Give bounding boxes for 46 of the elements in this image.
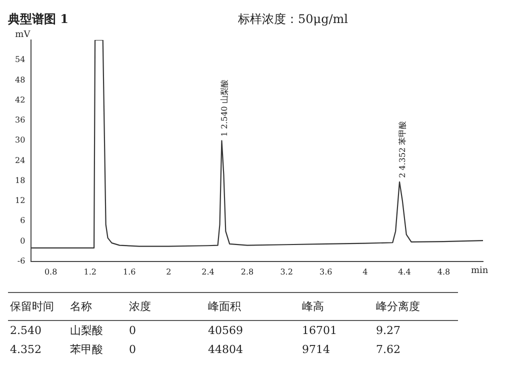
text: 名称 bbox=[69, 299, 93, 315]
x-tick-label: 0.8 bbox=[44, 267, 58, 276]
text: 16701 bbox=[301, 323, 338, 339]
text: 9714 bbox=[301, 342, 331, 358]
text: 浓度 bbox=[128, 299, 152, 315]
text: 峰高 bbox=[301, 299, 325, 315]
y-tick-label: 48 bbox=[14, 75, 26, 84]
x-tick-label: 4.4 bbox=[398, 267, 411, 276]
x-tick-label: 4 bbox=[362, 267, 368, 276]
y-tick-label: 36 bbox=[14, 116, 26, 125]
text: 苯甲酸 bbox=[69, 342, 104, 358]
text: 保留时间 bbox=[9, 299, 55, 315]
text: 0 bbox=[128, 323, 137, 339]
text: 0 bbox=[128, 342, 137, 358]
x-tick-label: 1.6 bbox=[123, 267, 136, 276]
x-tick-label: 3.6 bbox=[319, 267, 332, 276]
annotation: 2 4.352 苯甲酸 bbox=[398, 120, 407, 178]
y-tick-label: 12 bbox=[14, 196, 26, 206]
x-tick-label: 2.4 bbox=[202, 267, 214, 276]
text: 峰面积 bbox=[207, 299, 242, 315]
text: 7.62 bbox=[375, 342, 402, 358]
y-tick-label: 18 bbox=[14, 176, 26, 185]
y-tick-label: 0 bbox=[20, 236, 26, 246]
annotation: 1 2.540 山梨酸 bbox=[220, 80, 229, 137]
chart-title: 典型谱图 1 bbox=[8, 10, 70, 28]
text: 44804 bbox=[207, 342, 244, 358]
y-axis-title: mV bbox=[15, 30, 31, 40]
x-tick-label: 3.2 bbox=[280, 267, 293, 276]
y-tick-label: -6 bbox=[17, 256, 26, 266]
y-tick-label: 30 bbox=[14, 136, 26, 145]
text: 9.27 bbox=[375, 323, 402, 339]
x-axis-title: min bbox=[471, 266, 488, 276]
chart-subtitle: 标样浓度：50μg/ml bbox=[238, 10, 348, 28]
text: 2.540 bbox=[9, 323, 42, 339]
x-tick-label: 1.2 bbox=[84, 267, 96, 276]
y-tick-label: 24 bbox=[14, 156, 26, 165]
text: 40569 bbox=[207, 323, 244, 339]
y-tick-label: 6 bbox=[20, 216, 26, 226]
y-tick-label: 42 bbox=[14, 95, 26, 104]
x-tick-label: 2.8 bbox=[240, 267, 254, 276]
text: 山梨酸 bbox=[69, 323, 104, 339]
x-tick-label: 4.8 bbox=[437, 267, 450, 276]
x-tick-label: 2 bbox=[166, 267, 172, 276]
text: 4.352 bbox=[9, 342, 42, 358]
text: 峰分离度 bbox=[375, 299, 421, 315]
y-tick-label: 54 bbox=[14, 55, 26, 64]
